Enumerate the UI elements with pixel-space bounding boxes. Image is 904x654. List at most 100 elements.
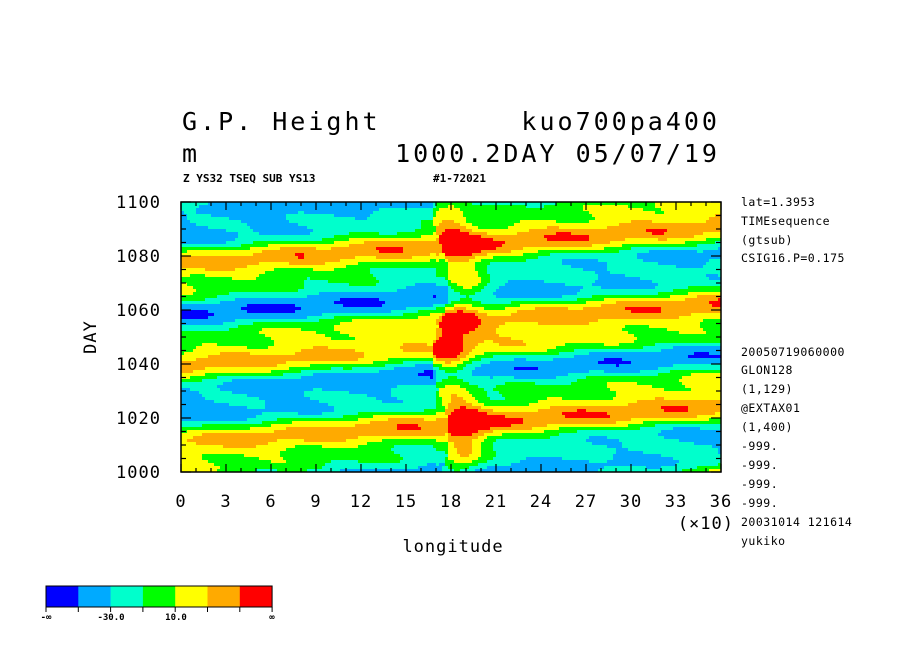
- heatmap-cell: [610, 259, 613, 262]
- heatmap-cell: [508, 253, 511, 256]
- heatmap-cell: [610, 241, 613, 244]
- heatmap-cell: [613, 208, 616, 211]
- heatmap-cell: [211, 250, 214, 253]
- heatmap-cell: [190, 280, 193, 283]
- heatmap-cell: [346, 232, 349, 235]
- heatmap-cell: [475, 265, 478, 268]
- heatmap-cell: [307, 253, 310, 256]
- heatmap-cell: [655, 226, 658, 229]
- heatmap-cell: [385, 253, 388, 256]
- heatmap-cell: [439, 277, 442, 280]
- heatmap-cell: [604, 244, 607, 247]
- heatmap-cell: [448, 250, 451, 253]
- heatmap-cell: [550, 235, 553, 238]
- heatmap-cell: [448, 220, 451, 223]
- heatmap-cell: [409, 238, 412, 241]
- heatmap-cell: [349, 235, 352, 238]
- heatmap-cell: [433, 256, 436, 259]
- heatmap-cell: [598, 256, 601, 259]
- heatmap-cell: [244, 280, 247, 283]
- heatmap-cell: [619, 238, 622, 241]
- heatmap-cell: [487, 250, 490, 253]
- heatmap-cell: [439, 271, 442, 274]
- heatmap-cell: [466, 280, 469, 283]
- heatmap-cell: [469, 247, 472, 250]
- heatmap-cell: [451, 253, 454, 256]
- heatmap-cell: [283, 256, 286, 259]
- heatmap-cell: [475, 229, 478, 232]
- heatmap-cell: [331, 235, 334, 238]
- heatmap-cell: [568, 259, 571, 262]
- heatmap-cell: [700, 226, 703, 229]
- heatmap-cell: [649, 262, 652, 265]
- heatmap-cell: [271, 214, 274, 217]
- heatmap-cell: [439, 256, 442, 259]
- heatmap-cell: [337, 223, 340, 226]
- heatmap-cell: [691, 256, 694, 259]
- heatmap-cell: [247, 238, 250, 241]
- heatmap-cell: [499, 274, 502, 277]
- heatmap-cell: [619, 214, 622, 217]
- heatmap-cell: [292, 265, 295, 268]
- heatmap-cell: [298, 253, 301, 256]
- heatmap-cell: [481, 253, 484, 256]
- heatmap-cell: [187, 223, 190, 226]
- heatmap-cell: [451, 244, 454, 247]
- heatmap-cell: [589, 277, 592, 280]
- heatmap-cell: [655, 223, 658, 226]
- heatmap-cell: [706, 208, 709, 211]
- heatmap-cell: [529, 205, 532, 208]
- heatmap-cell: [322, 283, 325, 286]
- heatmap-cell: [199, 271, 202, 274]
- heatmap-cell: [574, 241, 577, 244]
- heatmap-cell: [349, 259, 352, 262]
- heatmap-cell: [250, 262, 253, 265]
- heatmap-cell: [349, 208, 352, 211]
- heatmap-cell: [364, 256, 367, 259]
- heatmap-cell: [667, 229, 670, 232]
- heatmap-cell: [184, 250, 187, 253]
- heatmap-cell: [700, 268, 703, 271]
- heatmap-cell: [631, 268, 634, 271]
- heatmap-cell: [490, 256, 493, 259]
- heatmap-cell: [283, 232, 286, 235]
- heatmap-cell: [577, 205, 580, 208]
- heatmap-cell: [412, 262, 415, 265]
- heatmap-cell: [202, 244, 205, 247]
- heatmap-cell: [553, 265, 556, 268]
- heatmap-cell: [445, 235, 448, 238]
- heatmap-cell: [670, 211, 673, 214]
- heatmap-cell: [688, 268, 691, 271]
- heatmap-cell: [673, 220, 676, 223]
- heatmap-cell: [703, 238, 706, 241]
- heatmap-cell: [235, 211, 238, 214]
- heatmap-cell: [625, 223, 628, 226]
- heatmap-cell: [424, 247, 427, 250]
- heatmap-cell: [229, 229, 232, 232]
- heatmap-cell: [205, 253, 208, 256]
- heatmap-cell: [499, 259, 502, 262]
- heatmap-cell: [325, 205, 328, 208]
- heatmap-cell: [487, 280, 490, 283]
- heatmap-cell: [217, 226, 220, 229]
- heatmap-cell: [463, 241, 466, 244]
- heatmap-cell: [622, 265, 625, 268]
- heatmap-cell: [613, 214, 616, 217]
- heatmap-cell: [196, 274, 199, 277]
- heatmap-cell: [604, 229, 607, 232]
- heatmap-cell: [520, 280, 523, 283]
- heatmap-cell: [652, 262, 655, 265]
- heatmap-cell: [415, 247, 418, 250]
- heatmap-cell: [505, 235, 508, 238]
- heatmap-cell: [673, 271, 676, 274]
- heatmap-cell: [196, 283, 199, 286]
- heatmap-cell: [439, 253, 442, 256]
- heatmap-cell: [439, 250, 442, 253]
- heatmap-cell: [250, 265, 253, 268]
- heatmap-cell: [277, 250, 280, 253]
- heatmap-cell: [520, 217, 523, 220]
- heatmap-cell: [475, 211, 478, 214]
- heatmap-cell: [409, 205, 412, 208]
- heatmap-cell: [187, 280, 190, 283]
- heatmap-cell: [514, 223, 517, 226]
